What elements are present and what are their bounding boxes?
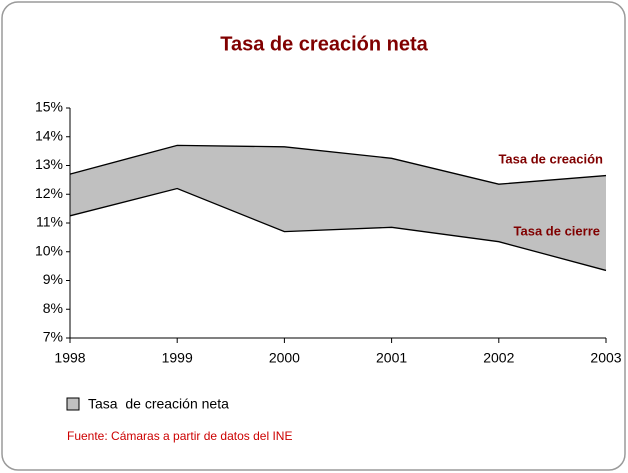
x-tick-label: 1999 — [162, 350, 193, 366]
y-tick-label: 11% — [36, 214, 63, 230]
x-tick-label: 2002 — [483, 350, 514, 366]
legend-label: Tasa de creación neta — [88, 396, 229, 412]
y-tick-label: 10% — [35, 242, 63, 258]
legend-swatch — [66, 397, 80, 411]
y-tick-label: 7% — [43, 329, 63, 345]
y-tick-label: 9% — [43, 271, 63, 287]
x-tick-label: 2001 — [376, 350, 407, 366]
x-tick-label: 2003 — [590, 350, 621, 366]
band-area — [70, 145, 606, 271]
chart-title: Tasa de creación neta — [220, 33, 428, 55]
x-tick-label: 1998 — [54, 350, 85, 366]
y-tick-label: 15% — [35, 99, 63, 115]
line — [69, 187, 607, 272]
y-tick-label: 13% — [35, 156, 63, 172]
x-tick-label: 2000 — [269, 350, 300, 366]
line — [69, 144, 607, 185]
series-label: Tasa de cierre — [514, 223, 600, 238]
source: Fuente: Cámaras a partir de datos del IN… — [67, 429, 292, 443]
y-tick-label: 12% — [35, 185, 63, 201]
y-tick-label: 14% — [35, 127, 63, 143]
y-tick-label: 8% — [43, 300, 63, 316]
series-label: Tasa de creación — [498, 151, 603, 166]
